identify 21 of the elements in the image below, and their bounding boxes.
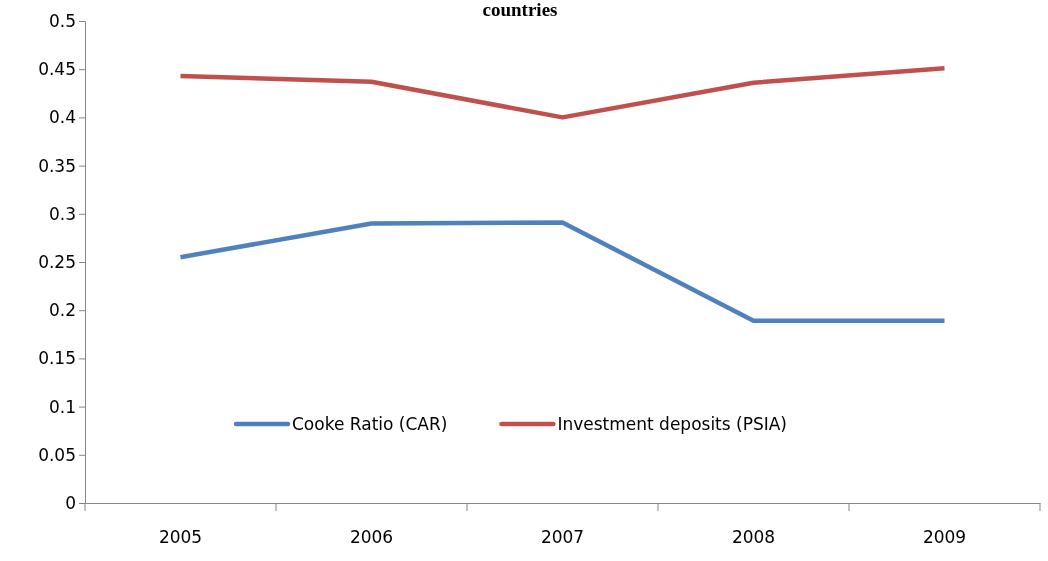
- y-tick-label: 0.4: [48, 107, 76, 128]
- legend-label: Investment deposits (PSIA): [557, 414, 787, 434]
- y-tick-label: 0.25: [38, 251, 76, 272]
- x-tick-label: 2006: [349, 527, 394, 548]
- y-tick-label: 0.35: [38, 155, 76, 176]
- x-tick-label: 2007: [540, 527, 585, 548]
- x-tick-label: 2008: [731, 527, 776, 548]
- y-tick-label: 0.5: [48, 10, 76, 31]
- legend-label: Cooke Ratio (CAR): [292, 414, 448, 434]
- chart-title: countries: [482, 0, 558, 20]
- y-tick-label: 0.2: [48, 300, 76, 321]
- x-tick-label: 2009: [922, 527, 967, 548]
- line-series: [178, 220, 947, 324]
- y-tick-label: 0.1: [48, 396, 76, 417]
- y-tick-label: 0.3: [48, 203, 76, 224]
- y-tick-label: 0.05: [38, 444, 76, 465]
- x-tick-label: 2005: [158, 527, 203, 548]
- line-series: [178, 65, 947, 120]
- y-tick-label: 0.45: [38, 59, 76, 80]
- y-tick-label: 0.15: [38, 348, 76, 369]
- y-tick-label: 0: [65, 492, 76, 513]
